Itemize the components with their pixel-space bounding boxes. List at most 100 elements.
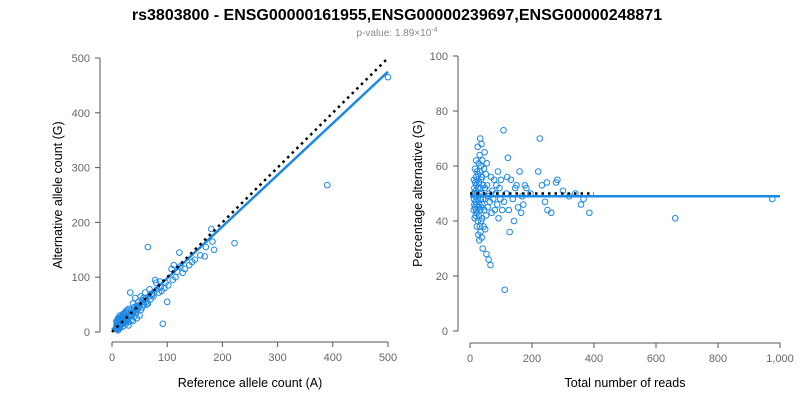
data-point — [471, 214, 478, 222]
data-point — [202, 243, 210, 251]
data-point — [483, 250, 490, 258]
data-point — [188, 258, 196, 266]
data-point — [485, 256, 492, 263]
data-point — [470, 176, 478, 184]
data-point — [501, 286, 509, 294]
panel-1-x-axis-label: Reference allele count (A) — [178, 376, 323, 390]
data-point — [488, 209, 496, 217]
data-point — [172, 273, 179, 281]
data-point — [475, 231, 482, 239]
data-point — [176, 249, 183, 256]
panel-2-y-tick-label: 100 — [430, 51, 448, 63]
panel-1-y-axis-label: Alternative allele count (G) — [51, 121, 65, 268]
data-point — [493, 181, 500, 189]
panel-1-y-tick-label: 400 — [72, 108, 90, 120]
data-point — [498, 206, 506, 214]
data-point — [473, 223, 481, 230]
data-point — [577, 201, 585, 208]
data-point — [159, 320, 167, 328]
data-point — [520, 201, 527, 208]
data-point — [495, 214, 502, 222]
data-point — [113, 317, 120, 325]
data-point — [384, 73, 392, 81]
p-value-subtitle: p-value: 1.89×10-4 — [356, 27, 437, 39]
panel-2-y-axis-label: Percentage alternative (G) — [411, 120, 425, 267]
data-point — [506, 228, 513, 236]
panel-1-y-tick-label: 300 — [72, 163, 90, 175]
data-point — [476, 151, 483, 159]
data-point — [474, 143, 482, 151]
data-point — [503, 173, 511, 181]
data-point — [481, 148, 488, 156]
data-point — [544, 206, 551, 214]
data-point — [514, 203, 522, 211]
data-point — [131, 294, 139, 302]
panel-1-x-tick-label: 0 — [109, 352, 115, 364]
data-point — [521, 181, 529, 189]
data-point — [476, 135, 484, 142]
data-point — [504, 154, 512, 162]
data-point — [487, 173, 495, 181]
panel-2-y-tick-label: 20 — [436, 271, 448, 283]
data-point — [323, 181, 331, 189]
data-point — [586, 209, 593, 217]
data-point — [534, 168, 542, 175]
fit-line — [111, 70, 389, 331]
data-point — [146, 285, 153, 293]
panel-1-y-tick-label: 200 — [72, 217, 90, 229]
panel-2-x-tick-label: 0 — [467, 353, 473, 365]
data-point — [470, 206, 478, 214]
data-point — [482, 212, 490, 219]
data-point — [125, 322, 132, 329]
data-point — [476, 223, 484, 230]
data-point — [505, 206, 513, 214]
data-point — [517, 209, 525, 217]
data-point — [552, 179, 560, 186]
data-point — [201, 253, 209, 260]
panel-2-x-tick-label: 1,000 — [766, 353, 794, 365]
data-point — [497, 176, 505, 184]
data-point — [124, 306, 131, 314]
data-point — [480, 223, 487, 230]
data-point — [487, 261, 494, 269]
data-point — [541, 198, 549, 206]
data-point — [536, 135, 544, 142]
data-point — [472, 157, 480, 164]
panel-2-y-tick-label: 60 — [436, 161, 448, 173]
allele-count-panel: 0 100 200 300 400 500 0 100 200 300 400 500 Referenc… — [51, 53, 397, 390]
panel-1-x-tick-label: 500 — [379, 352, 397, 364]
data-point — [516, 168, 523, 175]
panel-2-y-tick-label: 40 — [436, 216, 448, 228]
data-point — [209, 238, 216, 245]
data-point — [671, 214, 679, 222]
data-point — [144, 243, 152, 251]
data-point — [471, 165, 479, 173]
data-point — [143, 301, 151, 308]
data-point — [500, 126, 507, 134]
data-point — [129, 300, 137, 307]
panel-2-x-tick-label: 800 — [709, 353, 727, 365]
panel-1-x-tick-label: 200 — [213, 352, 231, 364]
data-point — [543, 179, 551, 186]
panel-1-y-tick-label: 0 — [84, 327, 90, 339]
percentage-alternative-panel: 0 200 400 600 800 1,000 0 20 40 60 80 100 Total numb… — [411, 51, 794, 390]
data-point — [479, 245, 487, 252]
panel-2-x-tick-label: 400 — [585, 353, 603, 365]
panel-1-x-tick-label: 300 — [268, 352, 286, 364]
data-point — [137, 306, 145, 314]
data-point — [538, 181, 546, 189]
panel-2-x-tick-label: 600 — [647, 353, 665, 365]
panel-1-y-tick-label: 100 — [72, 272, 90, 284]
data-point — [129, 317, 137, 325]
panel-2-y-tick-label: 80 — [436, 106, 448, 118]
data-point — [231, 239, 238, 247]
data-point — [126, 289, 134, 296]
p-value-exponent: -4 — [431, 27, 437, 34]
data-point — [197, 251, 204, 259]
data-point — [510, 217, 518, 225]
panel-1-x-tick-label: 100 — [158, 352, 176, 364]
data-point — [150, 293, 157, 300]
data-point — [210, 246, 218, 254]
panel-2-x-axis-label: Total number of reads — [565, 376, 686, 390]
